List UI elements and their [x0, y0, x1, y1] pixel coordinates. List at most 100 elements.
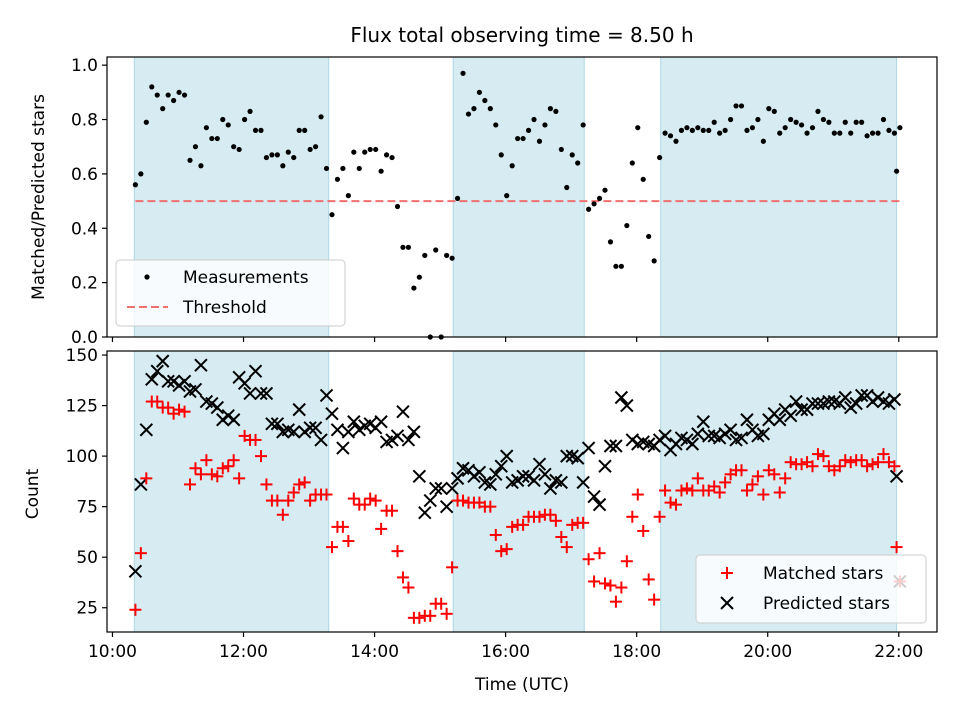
matched-star-point	[271, 494, 284, 507]
measurement-point	[646, 233, 652, 240]
predicted-marker-stroke	[172, 378, 186, 393]
predicted-marker-stroke	[565, 449, 579, 463]
matched-star-point	[282, 494, 295, 507]
measurement-point	[269, 152, 275, 158]
predicted-star-point	[237, 376, 252, 391]
matched-star-point	[588, 575, 601, 588]
predicted-marker-stroke	[641, 437, 656, 451]
matched-star-point	[151, 395, 164, 408]
matched-star-point	[746, 478, 759, 491]
predicted-marker-stroke	[554, 475, 569, 490]
predicted-marker-stroke	[560, 449, 574, 463]
predicted-star-point	[319, 388, 334, 403]
predicted-star-point	[483, 477, 498, 492]
measurement-point	[706, 127, 712, 133]
measurement-point	[383, 152, 390, 158]
predicted-star-point	[265, 417, 279, 431]
measurement-point	[831, 130, 837, 136]
predicted-star-point	[773, 413, 787, 427]
predicted-marker-stroke	[439, 499, 454, 514]
ratio-panel: 0.0 0.2 0.4 0.6 0.8 1.0 Matched/Predicted sta…	[29, 56, 938, 348]
measurement-point	[362, 149, 368, 155]
predicted-marker-stroke	[265, 417, 279, 431]
matched-star-point	[189, 462, 202, 475]
predicted-star-point	[516, 469, 530, 484]
predicted-marker-stroke	[139, 423, 154, 437]
matched-star-point	[691, 472, 704, 485]
measurement-point	[132, 182, 138, 188]
predicted-marker-stroke	[849, 396, 863, 411]
predicted-marker-stroke	[527, 473, 541, 488]
measurement-point	[536, 138, 543, 144]
predicted-marker-stroke	[598, 459, 612, 473]
predicted-star-point	[292, 402, 306, 417]
y-tick-label: 0.6	[71, 165, 98, 185]
measurement-point	[689, 127, 695, 133]
measurement-point	[138, 171, 144, 177]
measurement-point	[542, 122, 548, 128]
predicted-marker-stroke	[423, 493, 437, 508]
measurement-point	[209, 135, 215, 142]
measurement-point	[291, 154, 297, 161]
predicted-marker-stroke	[177, 374, 192, 389]
y-tick-label: 0.2	[71, 274, 98, 294]
count-y-axis-label: Count	[23, 468, 43, 519]
predicted-star-point	[805, 396, 820, 411]
predicted-star-point	[510, 473, 525, 488]
measurement-point	[531, 116, 537, 123]
measurement-point	[869, 130, 876, 136]
predicted-marker-stroke	[734, 431, 749, 445]
predicted-star-point	[570, 451, 585, 465]
matched-star-point	[708, 480, 721, 493]
measurement-point	[722, 127, 728, 133]
legend-measurements-marker	[144, 274, 150, 280]
predicted-star-point	[150, 364, 164, 378]
measurement-point	[444, 252, 450, 259]
predicted-marker-stroke	[740, 413, 754, 427]
predicted-marker-stroke	[516, 469, 530, 484]
matched-star-point	[637, 524, 650, 537]
predicted-star-point	[352, 423, 366, 437]
measurement-point	[154, 92, 160, 98]
matched-star-point	[440, 607, 453, 620]
matched-star-point	[446, 561, 459, 574]
predicted-marker-stroke	[407, 425, 421, 439]
measurement-point	[684, 125, 690, 131]
predicted-star-point	[581, 441, 596, 455]
predicted-marker-stroke	[390, 429, 405, 443]
predicted-marker-stroke	[314, 433, 328, 447]
predicted-star-point	[718, 427, 732, 441]
measurement-point	[252, 127, 259, 133]
predicted-star-point	[532, 457, 547, 471]
measurement-point	[558, 146, 564, 153]
y-tick-label: 150	[66, 346, 98, 366]
measurement-point	[247, 108, 253, 114]
measurement-point	[640, 176, 646, 182]
measurement-point	[667, 133, 674, 139]
predicted-star-point	[844, 400, 858, 415]
predicted-marker-stroke	[887, 392, 902, 407]
predicted-star-point	[325, 406, 339, 421]
measurement-point	[302, 127, 308, 133]
measurement-point	[717, 130, 723, 136]
predicted-marker-stroke	[467, 469, 481, 484]
measurement-point	[766, 106, 772, 112]
predicted-marker-stroke	[237, 376, 252, 391]
matched-star-point	[287, 486, 300, 499]
matched-star-point	[391, 545, 404, 558]
predicted-star-point	[652, 433, 667, 447]
matched-star-point	[500, 543, 513, 556]
predicted-marker-stroke	[570, 451, 585, 465]
predicted-star-point	[330, 423, 345, 437]
predicted-star-point	[723, 423, 738, 437]
matched-star-point	[194, 468, 207, 481]
matched-star-point	[773, 486, 786, 499]
measurement-point	[673, 138, 679, 144]
measurement-point	[798, 122, 805, 128]
predicted-star-point	[560, 449, 574, 463]
predicted-star-point	[554, 475, 569, 490]
measurement-point	[498, 152, 504, 158]
measurement-point	[454, 195, 461, 201]
matched-star-point	[577, 516, 590, 529]
x-tick-label: 20:00	[743, 642, 792, 662]
